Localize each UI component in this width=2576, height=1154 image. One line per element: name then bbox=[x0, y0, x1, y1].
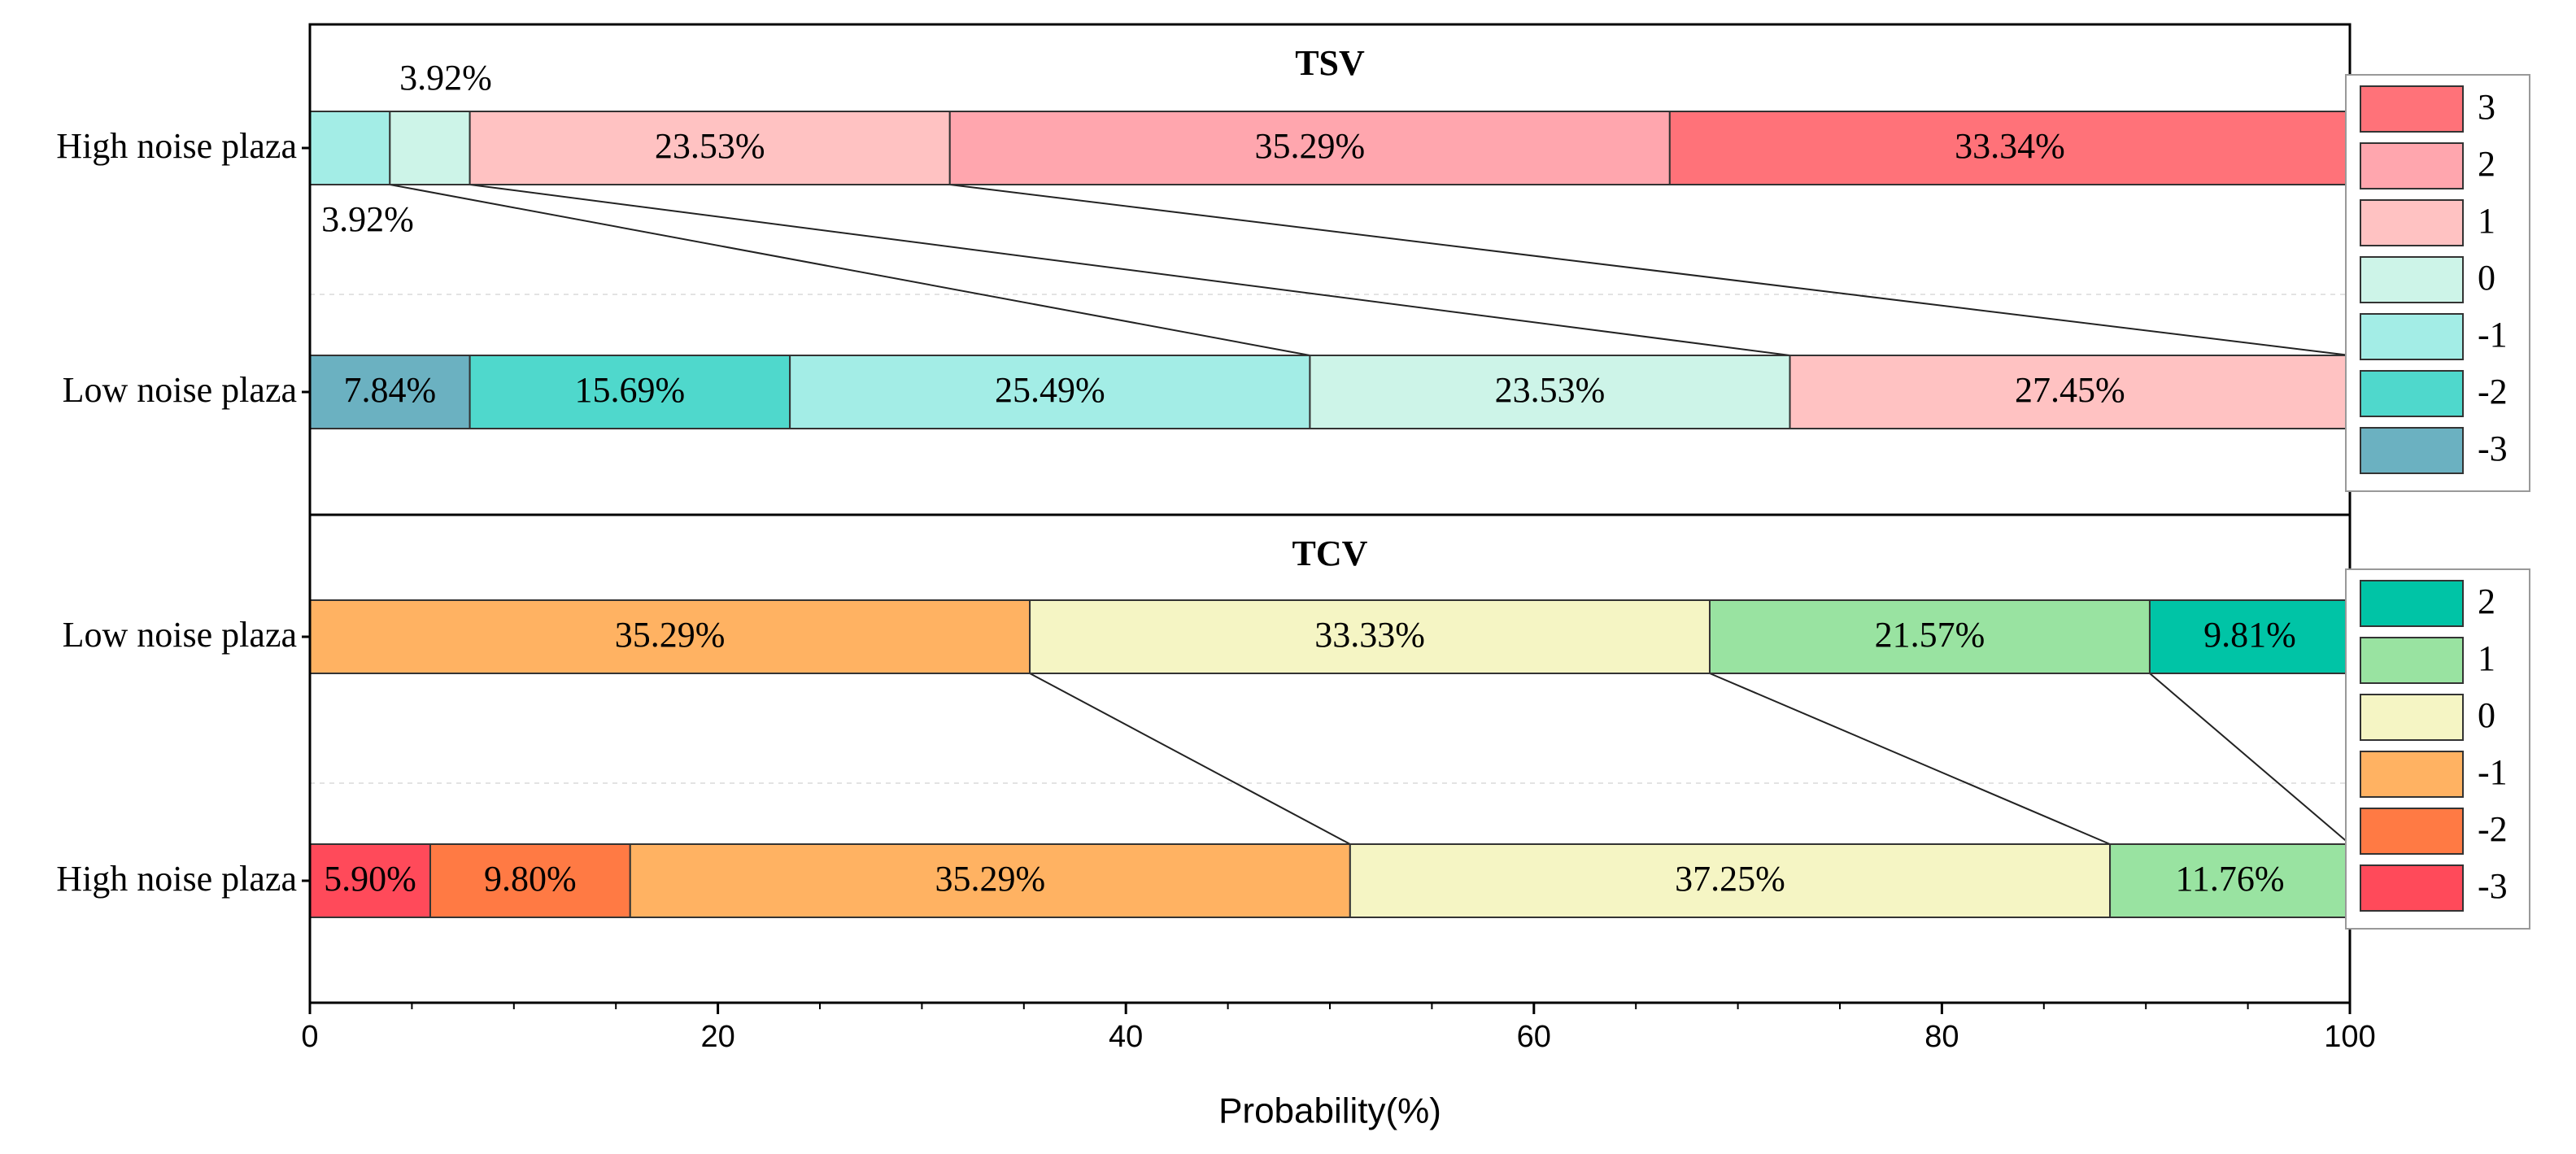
legend-label: 1 bbox=[2478, 638, 2495, 678]
legend-label: 0 bbox=[2478, 258, 2495, 298]
data-label: 27.45% bbox=[2015, 370, 2125, 410]
x-tick-label: 60 bbox=[1517, 1020, 1551, 1054]
data-label: 25.49% bbox=[995, 370, 1105, 410]
legend-swatch bbox=[2360, 370, 2464, 417]
x-tick-label: 0 bbox=[301, 1020, 318, 1054]
bar-segment bbox=[469, 111, 951, 185]
bar-low-noise-plaza: 7.84% 15.69% 25.49% 23.53% 27.45% bbox=[309, 355, 2351, 429]
bar-segment bbox=[1349, 843, 2112, 918]
legend-label: -3 bbox=[2478, 429, 2508, 468]
legend-label: -2 bbox=[2478, 809, 2508, 849]
x-tick-label: 20 bbox=[700, 1020, 734, 1054]
legend-label: 3 bbox=[2478, 87, 2495, 127]
category-label: Low noise plaza bbox=[63, 370, 297, 410]
legend-swatch bbox=[2360, 637, 2464, 684]
data-label: 21.57% bbox=[1875, 615, 1985, 655]
x-tick-label: 80 bbox=[1924, 1020, 1959, 1054]
data-label: 11.76% bbox=[2176, 859, 2285, 899]
legend-label: -1 bbox=[2478, 315, 2508, 355]
connector-line bbox=[949, 184, 2351, 356]
data-label: 33.33% bbox=[1314, 615, 1425, 655]
bar-segment bbox=[309, 843, 431, 918]
data-label: 15.69% bbox=[575, 370, 686, 410]
connector-line bbox=[1709, 673, 2111, 845]
data-label: 37.25% bbox=[1675, 859, 1785, 899]
bar-segment bbox=[309, 111, 391, 185]
callout-below: 3.92% bbox=[321, 199, 414, 239]
x-tick-label: 40 bbox=[1109, 1020, 1143, 1054]
connector-line bbox=[2149, 673, 2351, 845]
legend-swatch bbox=[2360, 313, 2464, 360]
data-label: 5.90% bbox=[324, 859, 416, 899]
data-label: 35.29% bbox=[1254, 126, 1365, 166]
tcv-panel: TCV 35.29% 33.33% 21.57% 9.81% Low noise plaz… bbox=[56, 533, 2351, 918]
legend-label: -3 bbox=[2478, 866, 2508, 906]
legend-label: 1 bbox=[2478, 201, 2495, 241]
data-label: 9.80% bbox=[484, 859, 577, 899]
connector-line bbox=[390, 184, 1310, 356]
tsv-legend: 3 2 1 0 -1 -2 -3 bbox=[2345, 74, 2530, 492]
data-label: 23.53% bbox=[655, 126, 765, 166]
bar-segment bbox=[1789, 355, 2351, 429]
bar-segment bbox=[948, 111, 1671, 185]
bar-segment bbox=[629, 843, 1351, 918]
legend-label: 0 bbox=[2478, 695, 2495, 735]
x-tick-label: 100 bbox=[2324, 1020, 2375, 1054]
data-label: 23.53% bbox=[1495, 370, 1606, 410]
legend-swatch bbox=[2360, 85, 2464, 133]
bar-segment bbox=[1668, 111, 2351, 185]
data-label: 35.29% bbox=[615, 615, 726, 655]
data-label: 33.34% bbox=[1955, 126, 2065, 166]
bar-high-noise-plaza: 5.90% 9.80% 35.29% 37.25% 11.76% bbox=[309, 843, 2351, 918]
bar-segment bbox=[2109, 843, 2351, 918]
data-label: 7.84% bbox=[343, 370, 436, 410]
category-label: High noise plaza bbox=[56, 859, 297, 899]
category-label: Low noise plaza bbox=[63, 615, 297, 655]
data-label: 9.81% bbox=[2203, 615, 2296, 655]
legend-swatch bbox=[2360, 256, 2464, 303]
legend-label: -1 bbox=[2478, 752, 2508, 792]
bar-segment bbox=[789, 355, 1311, 429]
legend-swatch bbox=[2360, 427, 2464, 474]
legend-label: 2 bbox=[2478, 144, 2495, 184]
legend-label: 2 bbox=[2478, 581, 2495, 621]
bar-low-noise-plaza: 35.29% 33.33% 21.57% 9.81% bbox=[309, 599, 2351, 674]
legend-swatch bbox=[2360, 142, 2464, 189]
legend-swatch bbox=[2360, 751, 2464, 798]
bar-segment bbox=[1708, 599, 2151, 674]
tsv-panel: TSV 23.53% 35.29% 33.34% High noise plaza 7.8… bbox=[56, 43, 2351, 429]
legend-swatch bbox=[2360, 694, 2464, 741]
x-axis-title: Probability(%) bbox=[1218, 1091, 1441, 1131]
legend-swatch bbox=[2360, 808, 2464, 855]
legend-label: -2 bbox=[2478, 372, 2508, 412]
bar-segment bbox=[2148, 599, 2351, 674]
callout-above: 3.92% bbox=[399, 58, 492, 98]
bar-segment bbox=[1309, 355, 1791, 429]
x-axis: 0 20 40 60 80 100 Probability(%) bbox=[301, 23, 2376, 1131]
bar-segment bbox=[389, 111, 471, 185]
connector-line bbox=[1029, 673, 1351, 845]
bar-segment bbox=[309, 599, 1031, 674]
category-label: High noise plaza bbox=[56, 126, 297, 166]
legend-swatch bbox=[2360, 199, 2464, 246]
legend-swatch bbox=[2360, 864, 2464, 912]
bar-segment bbox=[469, 355, 791, 429]
bar-high-noise-plaza: 23.53% 35.29% 33.34% bbox=[309, 111, 2351, 185]
data-label: 35.29% bbox=[935, 859, 1045, 899]
panel-title: TSV bbox=[1295, 43, 1365, 83]
connector-line bbox=[469, 184, 1790, 356]
panel-title: TCV bbox=[1292, 533, 1368, 573]
tcv-legend: 2 1 0 -1 -2 -3 bbox=[2345, 568, 2530, 930]
legend-swatch bbox=[2360, 580, 2464, 627]
